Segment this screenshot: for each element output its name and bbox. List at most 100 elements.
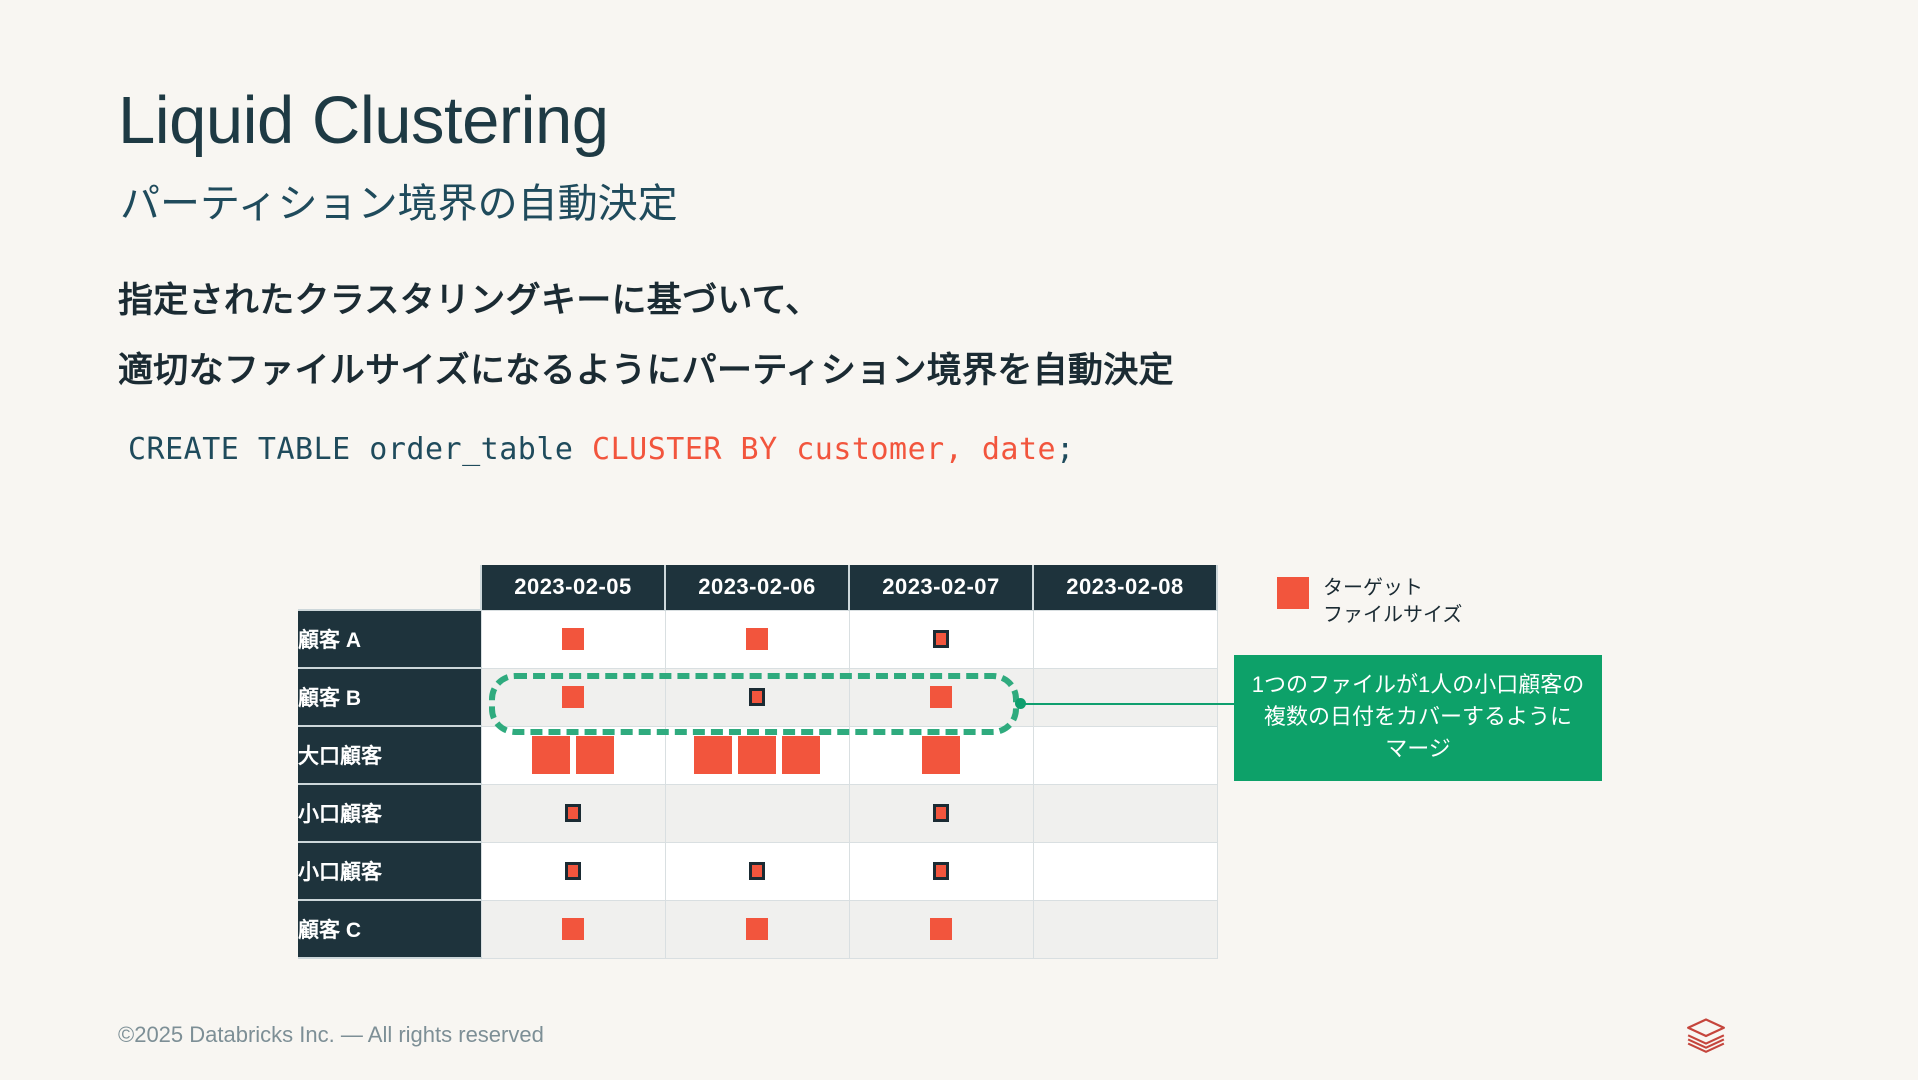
legend-label: ターゲット ファイルサイズ xyxy=(1323,575,1462,629)
table-row: 顧客 A xyxy=(298,609,1218,669)
file-block-lg xyxy=(694,736,732,774)
file-blocks xyxy=(482,843,665,900)
cell-r3-c0 xyxy=(480,783,666,843)
file-block-lg xyxy=(738,736,776,774)
callout-line-3: マージ xyxy=(1385,735,1451,761)
file-blocks xyxy=(850,785,1033,842)
sql-code-snippet: CREATE TABLE order_table CLUSTER BY cust… xyxy=(128,432,1075,467)
file-block-lg xyxy=(532,736,570,774)
row-header-1: 顧客 B xyxy=(298,667,481,727)
file-block-lg xyxy=(922,736,960,774)
file-blocks xyxy=(850,901,1033,958)
file-blocks xyxy=(482,727,665,784)
sql-token-create: CREATE TABLE order_table xyxy=(128,432,593,467)
file-block-md xyxy=(930,918,952,940)
file-blocks xyxy=(666,901,849,958)
sql-token-cluster-by: CLUSTER BY customer, date xyxy=(592,432,1057,467)
file-blocks xyxy=(1034,901,1217,958)
cell-r2-c0 xyxy=(480,725,666,785)
file-block-md xyxy=(562,918,584,940)
column-header-1: 2023-02-06 xyxy=(664,565,850,610)
sql-token-semicolon: ; xyxy=(1056,432,1075,467)
file-blocks xyxy=(666,611,849,668)
cell-r1-c0 xyxy=(480,667,666,727)
cell-r4-c1 xyxy=(664,841,850,901)
file-block-tiny xyxy=(565,862,581,880)
row-header-4: 小口顧客 xyxy=(298,841,481,901)
databricks-logo-icon xyxy=(1687,1018,1725,1053)
file-block-tiny xyxy=(749,688,765,706)
cell-r5-c2 xyxy=(848,899,1034,959)
row-header-5: 顧客 C xyxy=(298,899,481,959)
file-blocks xyxy=(666,669,849,726)
cell-r3-c3 xyxy=(1032,783,1218,843)
column-header-0: 2023-02-05 xyxy=(480,565,666,610)
file-blocks xyxy=(1034,611,1217,668)
file-block-tiny xyxy=(565,804,581,822)
clustering-table: 2023-02-05 2023-02-06 2023-02-07 2023-02… xyxy=(298,565,1218,959)
file-block-tiny xyxy=(933,804,949,822)
callout-line-1: 1つのファイルが1人の小口顧客の xyxy=(1251,672,1585,697)
file-blocks xyxy=(666,785,849,842)
table-row: 大口顧客 xyxy=(298,725,1218,785)
file-blocks xyxy=(666,843,849,900)
page-subtitle: パーティション境界の自動決定 xyxy=(120,182,678,226)
body-text-line-1: 指定されたクラスタリングキーに基づいて、 xyxy=(118,281,821,320)
file-blocks xyxy=(1034,669,1217,726)
body-text-line-2: 適切なファイルサイズになるようにパーティション境界を自動決定 xyxy=(118,351,1174,390)
file-blocks xyxy=(482,901,665,958)
file-block-md xyxy=(746,918,768,940)
cell-r0-c0 xyxy=(480,609,666,669)
file-blocks xyxy=(850,843,1033,900)
callout-line-2: 複数の日付をカバーするように xyxy=(1263,703,1572,729)
file-blocks xyxy=(1034,785,1217,842)
cell-r1-c2 xyxy=(848,667,1034,727)
file-block-tiny xyxy=(933,630,949,648)
cell-r4-c0 xyxy=(480,841,666,901)
file-blocks xyxy=(666,727,849,784)
legend-label-line-2: ファイルサイズ xyxy=(1323,604,1463,626)
table-row: 小口顧客 xyxy=(298,841,1218,901)
file-block-md xyxy=(562,628,584,650)
cell-r4-c3 xyxy=(1032,841,1218,901)
file-blocks xyxy=(1034,843,1217,900)
table-row: 小口顧客 xyxy=(298,783,1218,843)
cell-r0-c3 xyxy=(1032,609,1218,669)
cell-r2-c2 xyxy=(848,725,1034,785)
table-body: 顧客 A 顧客 B 大口顧客 小口顧客 小口顧客 顧客 C xyxy=(298,609,1218,959)
cell-r5-c3 xyxy=(1032,899,1218,959)
file-block-lg xyxy=(782,736,820,774)
cell-r2-c1 xyxy=(664,725,850,785)
footer-copyright: ©2025 Databricks Inc. — All rights reser… xyxy=(118,1022,544,1047)
legend: ターゲット ファイルサイズ xyxy=(1277,575,1462,629)
file-blocks xyxy=(850,611,1033,668)
column-header-3: 2023-02-08 xyxy=(1032,565,1218,610)
cell-r4-c2 xyxy=(848,841,1034,901)
column-header-2: 2023-02-07 xyxy=(848,565,1034,610)
cell-r2-c3 xyxy=(1032,725,1218,785)
cell-r0-c2 xyxy=(848,609,1034,669)
legend-label-line-1: ターゲット xyxy=(1323,577,1423,599)
table-corner-cell xyxy=(298,565,481,610)
file-blocks xyxy=(850,669,1033,726)
file-block-lg xyxy=(576,736,614,774)
file-blocks xyxy=(482,669,665,726)
file-blocks xyxy=(850,727,1033,784)
page-title: Liquid Clustering xyxy=(118,83,609,158)
file-block-md xyxy=(562,686,584,708)
file-blocks xyxy=(482,611,665,668)
file-block-tiny xyxy=(933,862,949,880)
row-header-0: 顧客 A xyxy=(298,609,481,669)
cell-r3-c1 xyxy=(664,783,850,843)
cell-r1-c3 xyxy=(1032,667,1218,727)
row-header-3: 小口顧客 xyxy=(298,783,481,843)
table-row: 顧客 C xyxy=(298,899,1218,959)
table-row: 顧客 B xyxy=(298,667,1218,727)
cell-r3-c2 xyxy=(848,783,1034,843)
merge-callout-box: 1つのファイルが1人の小口顧客の 複数の日付をカバーするように マージ xyxy=(1234,655,1602,781)
file-blocks xyxy=(482,785,665,842)
file-block-tiny xyxy=(749,862,765,880)
table-header-row: 2023-02-05 2023-02-06 2023-02-07 2023-02… xyxy=(298,565,1218,610)
file-blocks xyxy=(1034,727,1217,784)
